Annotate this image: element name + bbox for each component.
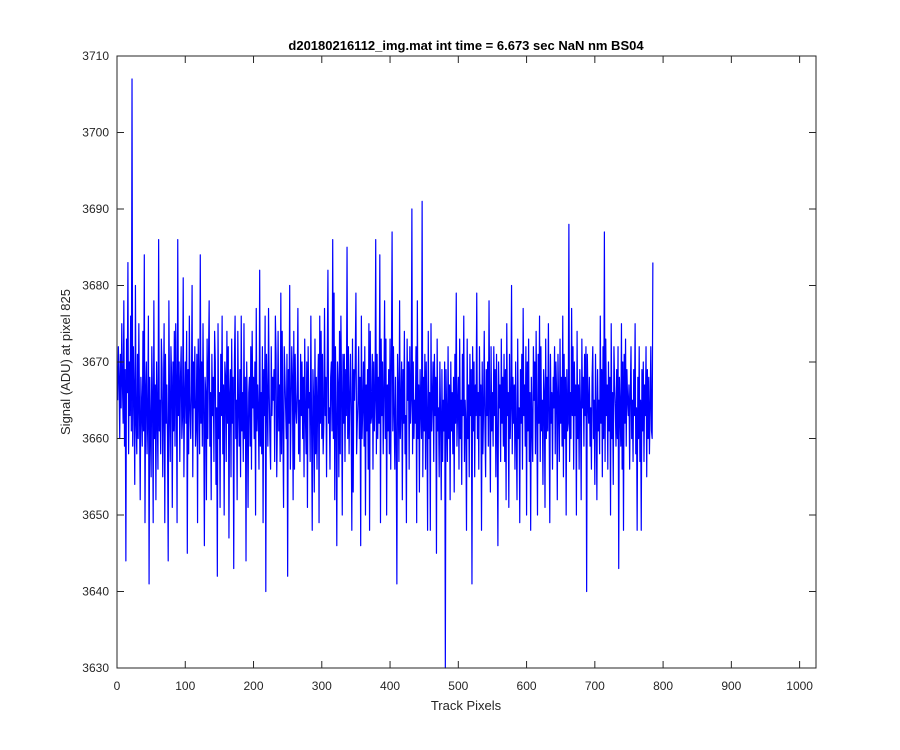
y-tick-label: 3660 <box>82 432 109 446</box>
x-tick-label: 800 <box>653 679 673 693</box>
y-tick-label: 3710 <box>82 49 109 63</box>
x-tick-label: 300 <box>312 679 332 693</box>
y-axis-label: Signal (ADU) at pixel 825 <box>58 289 73 435</box>
x-tick-label: 0 <box>114 679 121 693</box>
x-tick-label: 900 <box>721 679 741 693</box>
x-tick-label: 200 <box>244 679 264 693</box>
y-tick-label: 3630 <box>82 661 109 675</box>
y-tick-label: 3670 <box>82 355 109 369</box>
x-tick-label: 100 <box>175 679 195 693</box>
x-tick-label: 700 <box>585 679 605 693</box>
plot-frame <box>116 55 817 669</box>
y-tick-label: 3640 <box>82 585 109 599</box>
x-tick-label: 500 <box>448 679 468 693</box>
x-tick-label: 1000 <box>786 679 813 693</box>
series-line <box>117 78 654 669</box>
y-tick-label: 3690 <box>82 202 109 216</box>
tick-layer: 0 100 200 300 400 500 600 700 800 900 1000 3630 3640… <box>82 49 816 693</box>
x-tick-label: 600 <box>517 679 537 693</box>
chart-title: d20180216112_img.mat int time = 6.673 se… <box>288 38 644 53</box>
y-tick-label: 3680 <box>82 279 109 293</box>
x-axis-label: Track Pixels <box>431 698 502 713</box>
series-layer <box>117 78 654 669</box>
x-tick-label: 400 <box>380 679 400 693</box>
y-tick-label: 3700 <box>82 126 109 140</box>
y-tick-label: 3650 <box>82 508 109 522</box>
